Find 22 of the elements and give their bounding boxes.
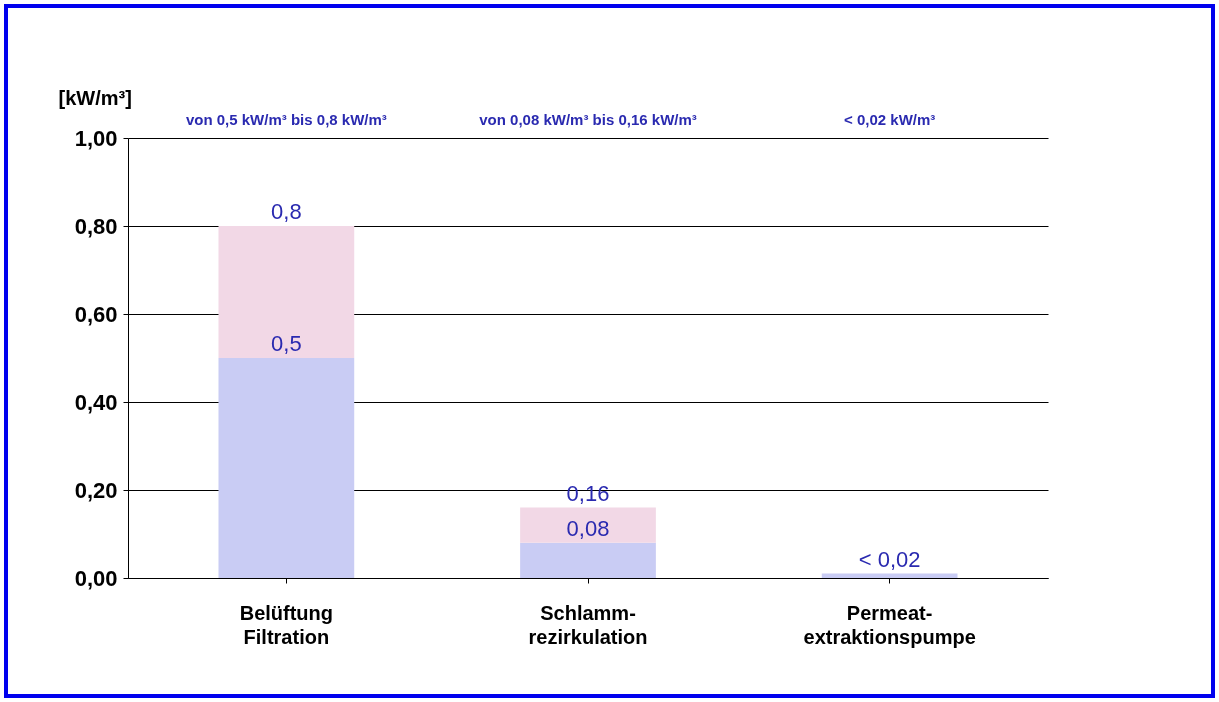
y-tick-label: 0,20 (74, 477, 118, 503)
text: von 0,5 kW/m³ bis 0,8 kW/m³ (185, 111, 387, 128)
total-label: 0,8 (271, 199, 302, 224)
bar (821, 573, 958, 578)
text: < 0,02 kW/m³ (843, 111, 936, 128)
data-label: 0,08 (566, 515, 610, 541)
text: von 0,08 kW/m³ bis 0,16 kW/m³ (479, 111, 697, 128)
bar (218, 226, 355, 358)
bar (520, 542, 656, 578)
x-tick-label: Permeat- extraktionspumpe (803, 601, 976, 648)
y-tick-label: 0,00 (74, 565, 118, 591)
y-tick-label: 0,80 (74, 213, 118, 239)
x-tick-label: Schlamm- rezirkulation (528, 601, 648, 648)
y-tick-label: 1,00 (74, 125, 118, 151)
y-tick-label: 0,60 (74, 301, 118, 327)
data-label: < 0,02 (858, 546, 921, 572)
y-tick-label: 0,40 (74, 389, 118, 415)
y-axis-title: [kW/m³] (58, 86, 132, 109)
bar (218, 358, 355, 578)
data-label: 0,5 (271, 331, 302, 356)
bar (520, 507, 656, 543)
x-tick-label: Belüftung Filtration (239, 601, 334, 648)
